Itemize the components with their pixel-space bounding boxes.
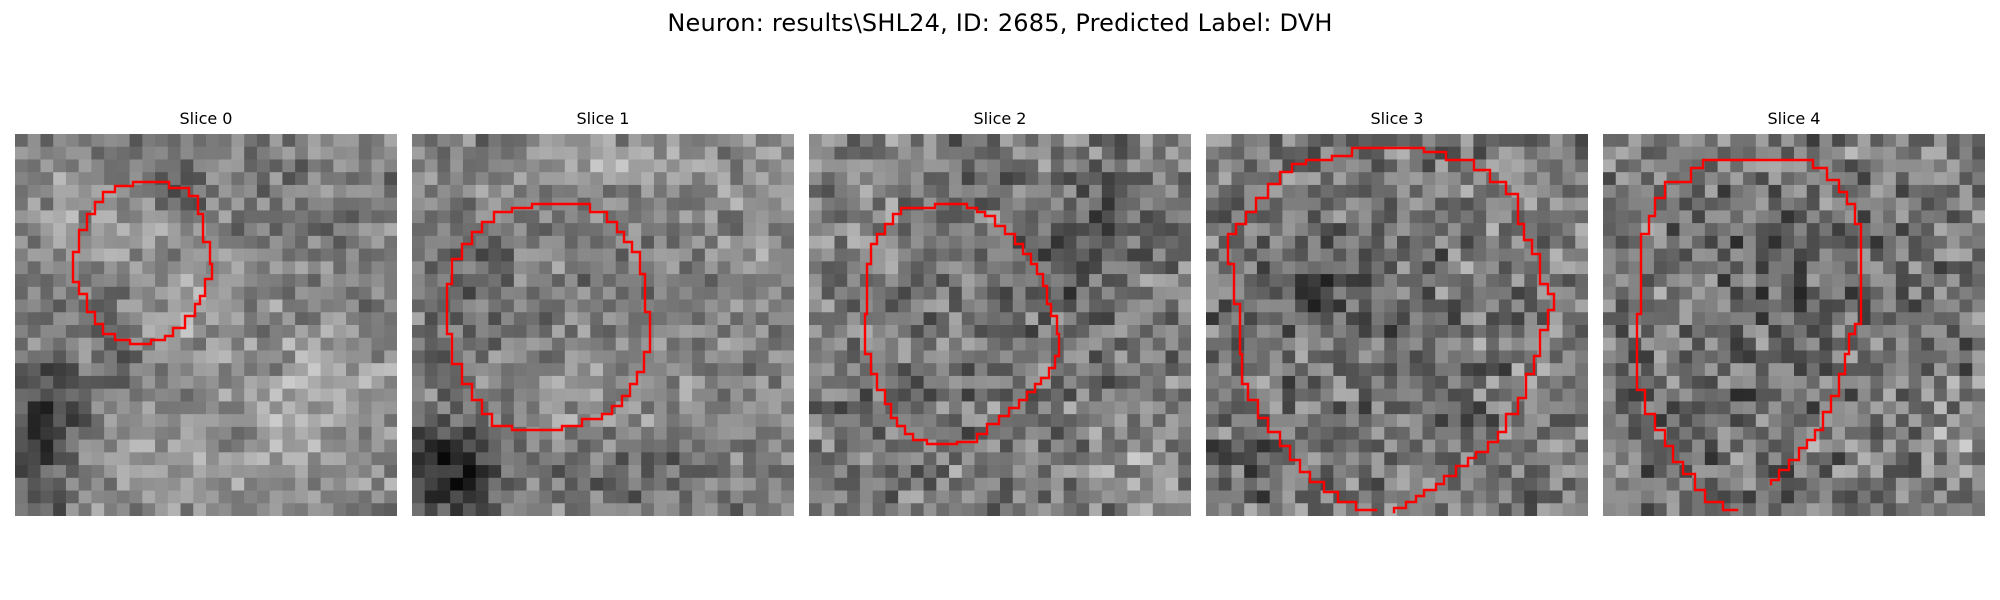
slice-image-0	[15, 134, 397, 516]
figure-title: Neuron: results\SHL24, ID: 2685, Predict…	[667, 9, 1333, 37]
slice-title-2: Slice 2	[973, 109, 1027, 128]
slice-panel-0: Slice 0	[15, 108, 397, 518]
slice-panel-4: Slice 4	[1603, 108, 1985, 518]
slice-image-3	[1206, 134, 1588, 516]
slice-image-2	[809, 134, 1191, 516]
slice-1-contour	[445, 202, 652, 432]
slice-title-4: Slice 4	[1767, 109, 1821, 128]
slice-panel-1: Slice 1	[412, 108, 794, 518]
slice-panel-3: Slice 3	[1206, 108, 1588, 518]
slice-image-4	[1603, 134, 1985, 516]
slice-title-0: Slice 0	[179, 109, 233, 128]
slice-0-contour	[71, 180, 214, 346]
slice-4-pixels	[1603, 134, 1985, 516]
slice-4-contour	[1675, 158, 1863, 486]
slice-1-pixels	[412, 134, 794, 516]
slice-title-3: Slice 3	[1370, 109, 1424, 128]
slice-2-pixels	[809, 134, 1191, 516]
slice-panel-2: Slice 2	[809, 108, 1191, 518]
slice-3-pixels	[1206, 134, 1588, 516]
slice-2-contour	[863, 202, 1061, 446]
slice-3-contour-lower	[1226, 154, 1378, 512]
slice-3-contour	[1330, 146, 1556, 514]
slice-0-pixels	[15, 134, 397, 516]
slice-4-contour-lower	[1635, 180, 1739, 512]
slice-image-1	[412, 134, 794, 516]
slice-title-1: Slice 1	[576, 109, 630, 128]
